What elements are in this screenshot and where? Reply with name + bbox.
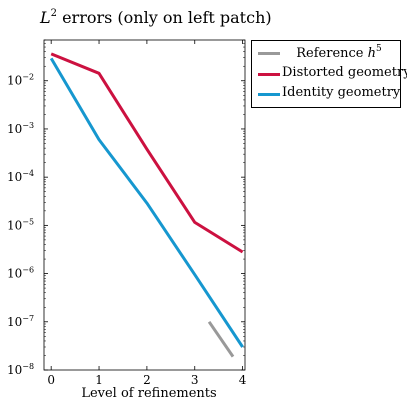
title-sup: 2	[50, 8, 57, 19]
y-tick-label: 10−3	[7, 121, 34, 136]
legend: Reference h5 Distorted geometry Identity…	[251, 40, 407, 108]
chart-title: L2 errors (only on left patch)	[40, 8, 290, 27]
y-tick-label: 10−7	[7, 314, 34, 329]
reference-line	[207, 320, 235, 358]
legend-label-reference: Reference h5	[282, 44, 396, 61]
legend-label-identity: Identity geometry	[282, 85, 401, 100]
x-tick-label: 3	[191, 373, 199, 387]
x-tick-label: 4	[239, 373, 247, 387]
legend-item-identity: Identity geometry	[252, 84, 400, 104]
legend-swatch-identity	[258, 93, 280, 96]
legend-swatch-distorted	[258, 73, 280, 76]
identity-line	[49, 57, 244, 348]
title-var: L	[40, 8, 51, 27]
legend-item-distorted: Distorted geometry	[252, 64, 407, 84]
y-tick-label: 10−4	[7, 169, 34, 184]
x-tick-label: 1	[95, 373, 103, 387]
y-tick-label: 10−5	[7, 217, 34, 232]
legend-swatch-reference	[258, 52, 280, 55]
legend-item-reference: Reference h5	[252, 43, 400, 63]
x-tick-label: 0	[47, 373, 55, 387]
legend-label-reference-var: h	[367, 46, 376, 61]
legend-label-reference-text: Reference	[296, 46, 368, 61]
legend-label-distorted: Distorted geometry	[282, 65, 407, 80]
title-text: errors (only on left patch)	[57, 8, 272, 27]
legend-label-reference-sup: 5	[376, 44, 382, 54]
y-tick-label: 10−2	[7, 73, 34, 88]
y-tick-label: 10−8	[7, 362, 34, 377]
plot-frame	[43, 39, 246, 371]
distorted-line	[50, 52, 244, 254]
x-tick-label: 2	[143, 373, 151, 387]
x-axis-label: Level of refinements	[81, 386, 217, 401]
y-tick-label: 10−6	[7, 266, 34, 281]
